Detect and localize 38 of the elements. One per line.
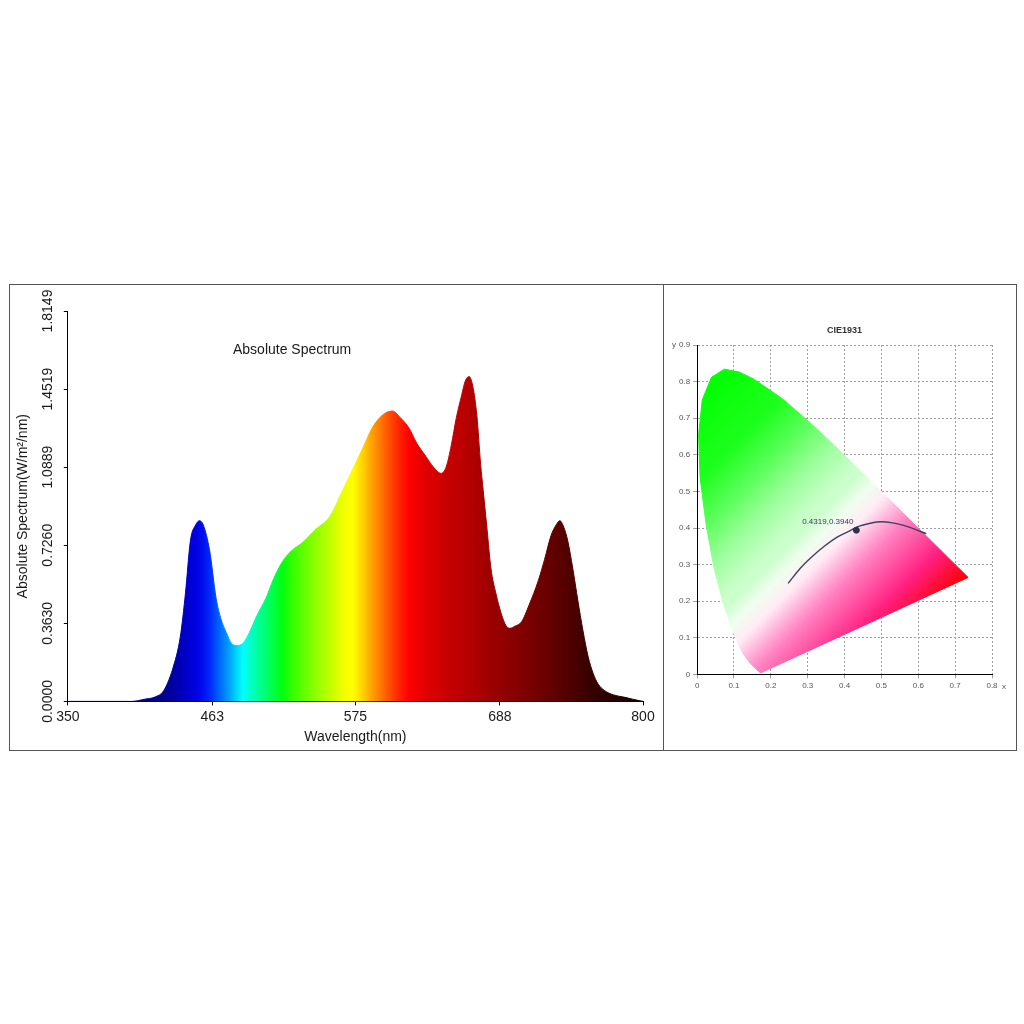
text: Absolute Spectrum — [232, 340, 352, 357]
chart-title: CIE1931 — [827, 325, 863, 336]
x-tick-label: 575 — [343, 707, 368, 724]
x-tick-label: 0.5 — [875, 681, 888, 691]
y-tick-label: 0.4 — [679, 523, 691, 533]
annotation: 0.4319,0.3940 — [802, 517, 854, 527]
y-tick-label: 0.7260 — [38, 523, 55, 567]
y-tick-label: 0.1 — [679, 633, 691, 642]
y-tick-label: 0.5 — [679, 486, 691, 496]
x-tick-label: 0.8 — [986, 681, 999, 691]
x-tick-label: 463 — [200, 707, 225, 724]
y-tick-label: 0.3630 — [38, 601, 55, 645]
y-tick-label: 0.7 — [679, 413, 691, 423]
x-tick-label: 688 — [488, 707, 512, 724]
y-axis-title: Absolute Spectrum(W/m²/nm) — [14, 414, 31, 599]
y-axis-title: y — [672, 340, 676, 350]
y-tick-label: 0.3 — [679, 559, 691, 569]
x-tick-label: 0.7 — [949, 681, 962, 691]
line-series — [787, 521, 927, 584]
y-tick-label: 1.0889 — [38, 445, 55, 489]
y-tick-label: 0.0000 — [38, 679, 55, 723]
x-tick-label: 0.6 — [912, 681, 925, 691]
y-tick-label: 0.2 — [679, 596, 691, 606]
x-tick-label: 0.3 — [802, 681, 814, 691]
x-axis-title: x — [1002, 681, 1006, 691]
y-tick-label: 1.4519 — [38, 367, 55, 411]
y-tick-label: 0 — [685, 669, 691, 679]
y-tick-label: 0.9 — [679, 340, 691, 350]
x-tick-label: 0 — [694, 681, 700, 691]
y-tick-label: 0.6 — [679, 450, 691, 459]
x-axis-title: Wavelength(nm) — [304, 728, 407, 745]
x-tick-label: 0.4 — [839, 681, 851, 691]
x-tick-label: 350 — [56, 707, 80, 724]
x-tick-label: 0.1 — [728, 681, 741, 691]
x-tick-label: 800 — [631, 707, 655, 724]
x-tick-label: 0.2 — [765, 681, 777, 691]
y-tick-label: 0.8 — [679, 376, 691, 386]
y-tick-label: 1.8149 — [38, 289, 55, 333]
